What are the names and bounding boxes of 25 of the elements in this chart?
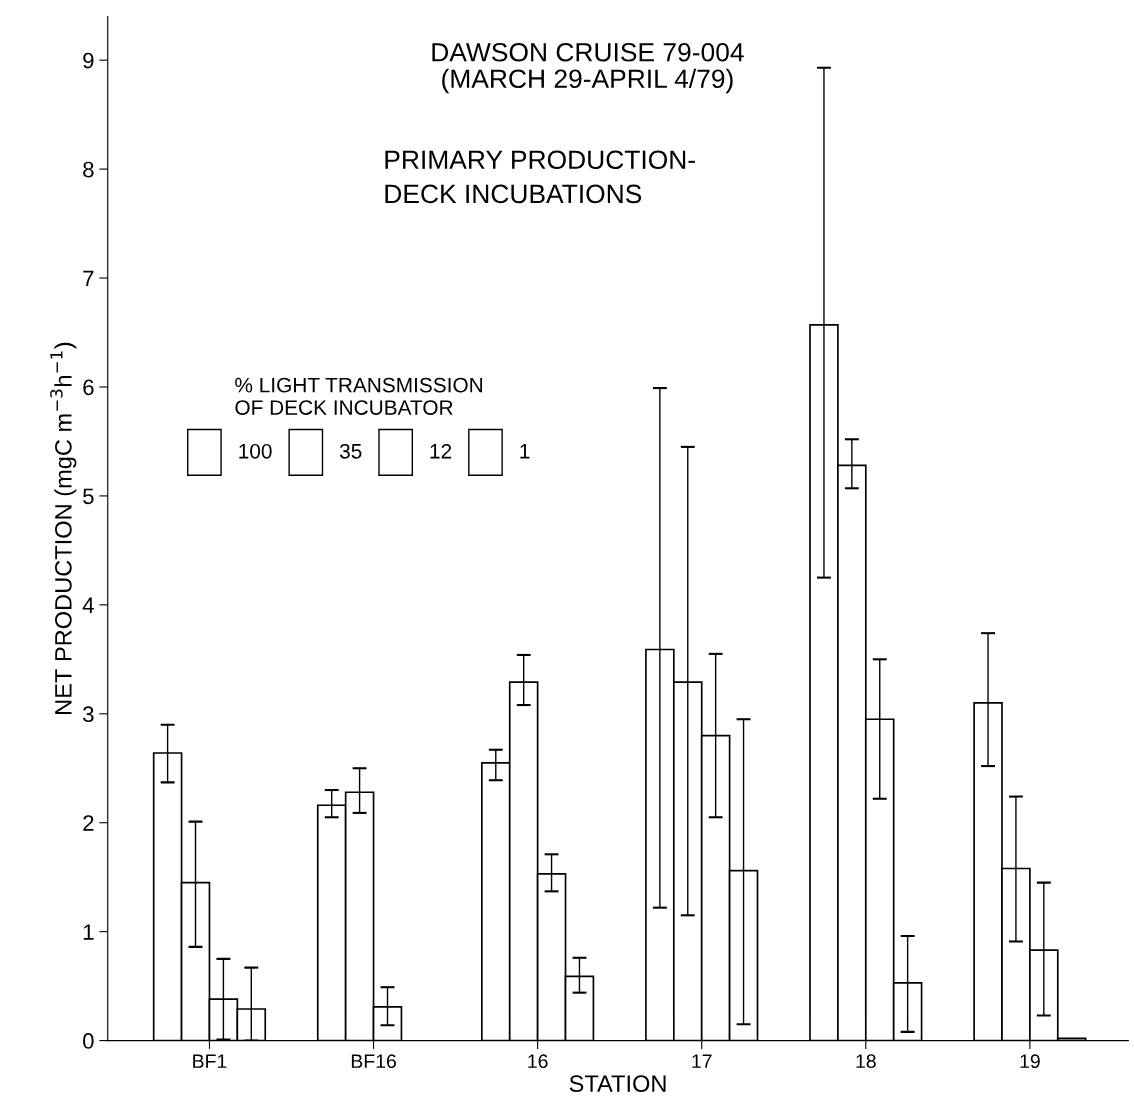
x-tick-label: 17 <box>692 1054 712 1068</box>
x-axis-title: STATION <box>569 1075 666 1093</box>
y-tick-label: 8 <box>83 161 94 178</box>
y-axis-title: NET PRODUCTION (mgC m$^{−3}$h$^{−1}$) <box>50 342 77 714</box>
y-tick-label: 7 <box>83 270 94 287</box>
legend-label: 35 <box>339 443 362 459</box>
x-tick-label: 18 <box>856 1054 876 1069</box>
x-tick-label: BF1 <box>193 1054 227 1068</box>
y-tick-label: 5 <box>83 488 94 505</box>
y-tick-label: 9 <box>83 52 94 69</box>
y-tick-label: 4 <box>82 597 94 613</box>
x-tick-label: 19 <box>1020 1054 1040 1069</box>
y-tick-label: 3 <box>83 706 94 723</box>
x-tick-label: 16 <box>528 1054 548 1069</box>
legend-label: 100 <box>239 443 272 459</box>
y-tick-label: 1 <box>83 924 94 940</box>
y-tick-label: 2 <box>83 815 94 831</box>
y-tick-label: 6 <box>83 379 94 396</box>
legend-label: 12 <box>430 443 452 459</box>
text: DAWSON CRUISE 79-004 (MARCH 29-APRIL 4/79) <box>432 42 744 94</box>
y-tick-label: 0 <box>83 1033 94 1049</box>
legend-label: 1 <box>520 444 530 459</box>
legend-title: % LIGHT TRANSMISSION OF DECK INCUBATOR <box>235 377 483 415</box>
text: PRIMARY PRODUCTION- DECK INCUBATIONS <box>385 150 695 204</box>
x-tick-label: BF16 <box>351 1054 396 1069</box>
